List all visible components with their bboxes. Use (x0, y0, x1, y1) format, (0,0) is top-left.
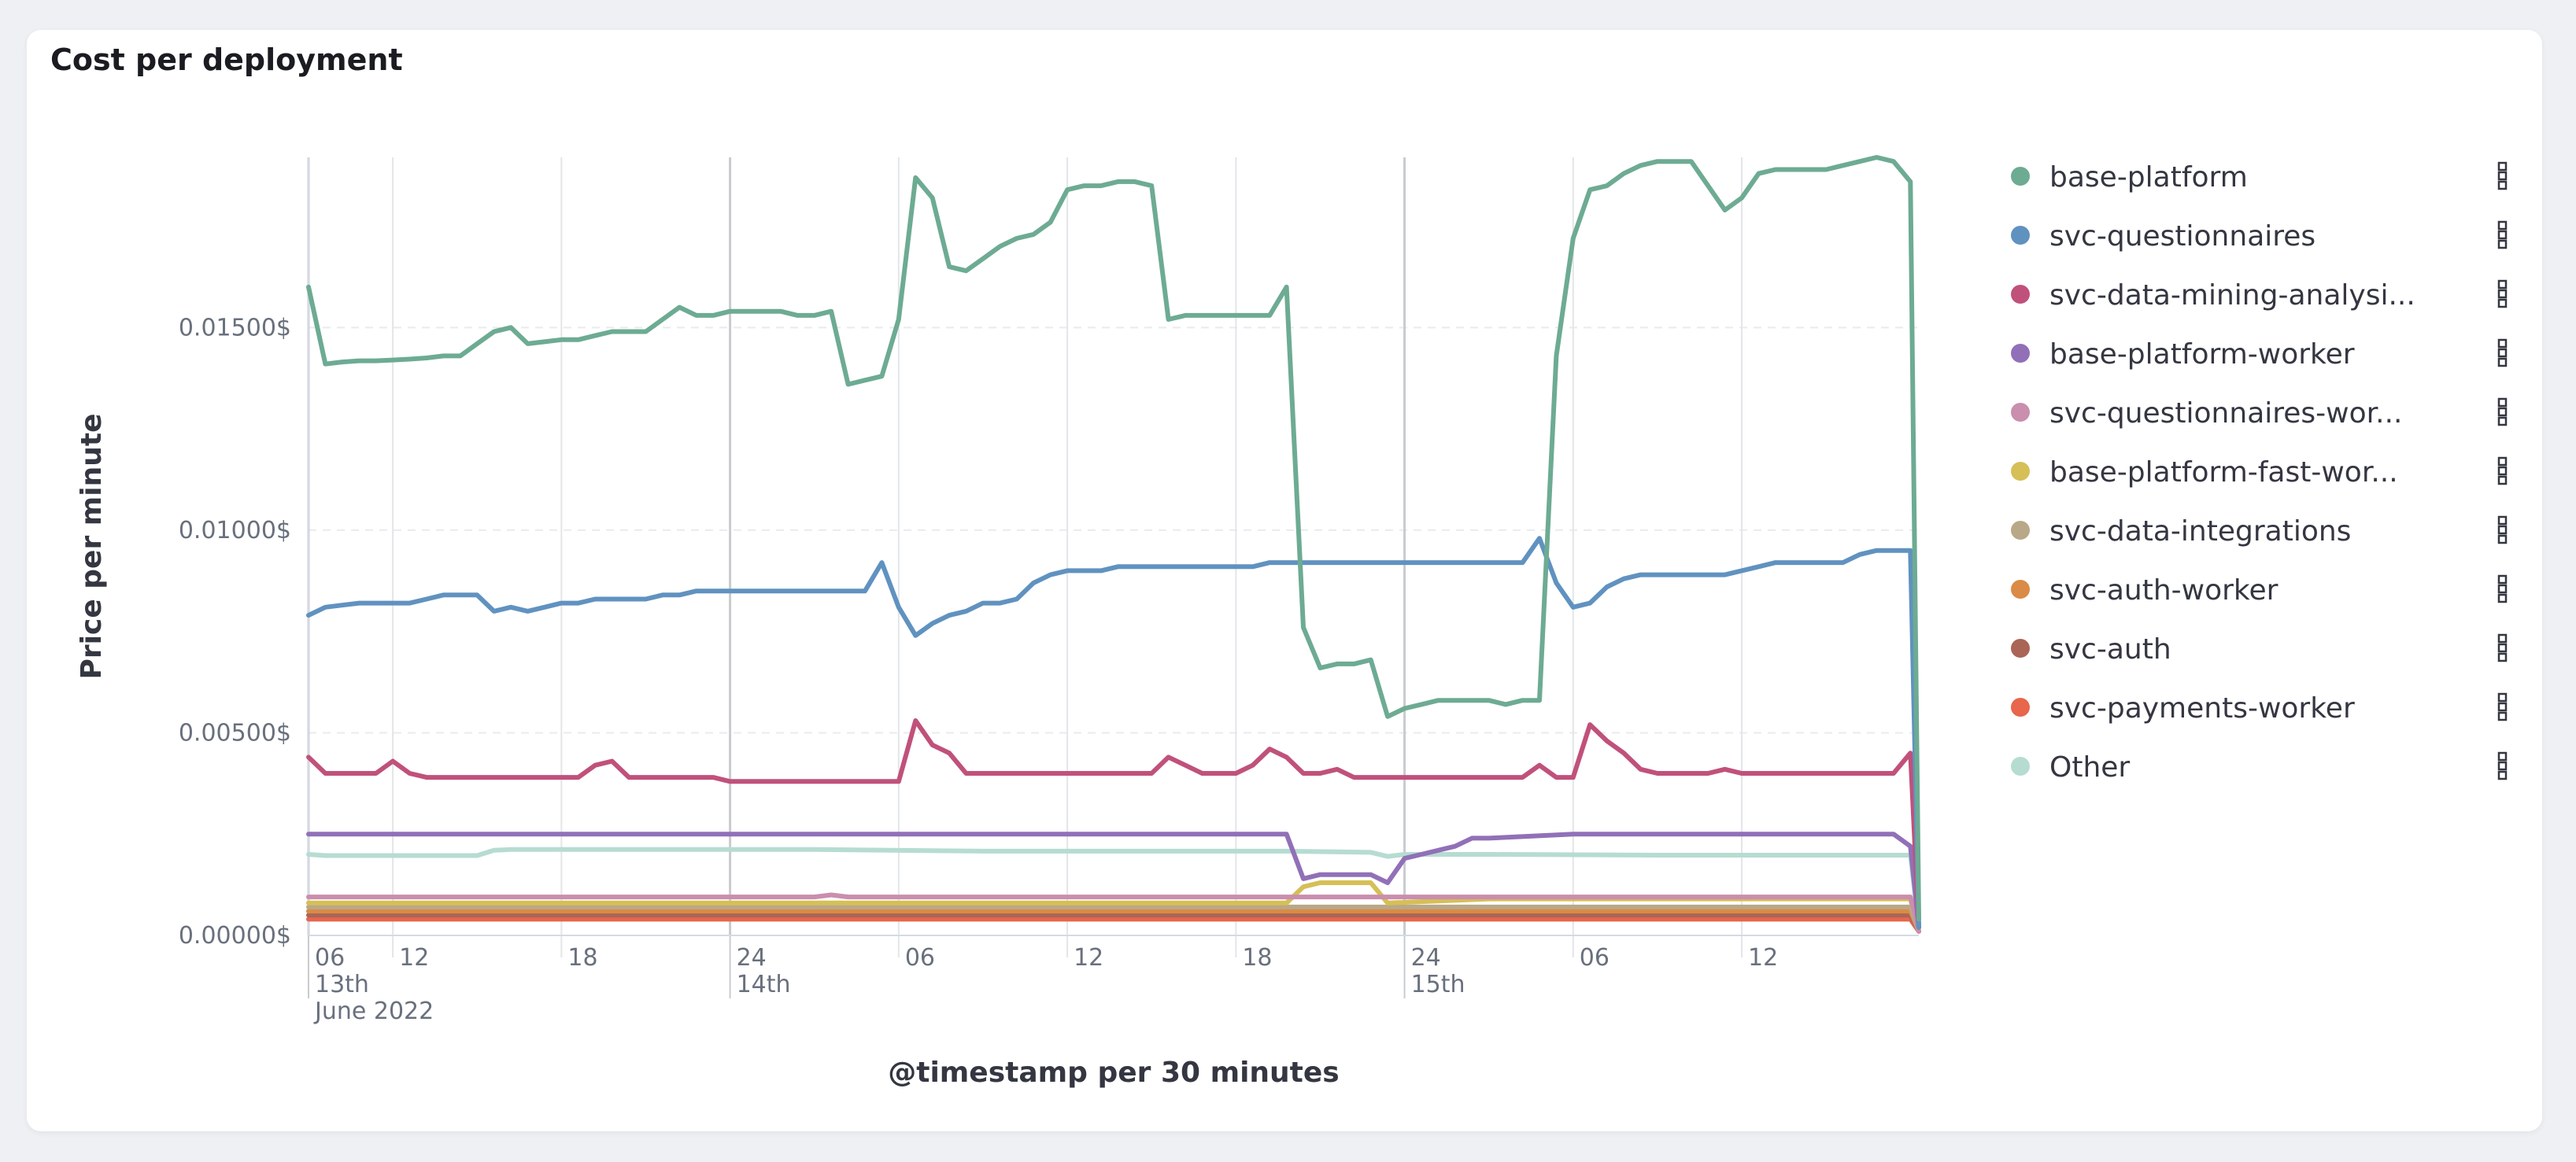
legend-label: Other (2049, 751, 2130, 784)
legend-label: svc-data-mining-analysi... (2049, 279, 2415, 312)
legend-label: svc-questionnaires (2049, 220, 2315, 253)
y-axis-title: Price per minute (76, 414, 108, 680)
legend-label: base-platform-fast-wor... (2049, 456, 2398, 489)
panel-title: Cost per deployment (50, 42, 403, 77)
legend-item[interactable]: base-platform-worker (2011, 338, 2508, 371)
legend-actions-icon[interactable] (2497, 692, 2508, 721)
x-tick-label: 12 (399, 944, 429, 972)
x-tick-label: 14th (737, 971, 791, 998)
x-axis-title: @timestamp per 30 minutes (888, 1057, 1340, 1089)
legend-actions-icon[interactable] (2497, 397, 2508, 426)
legend-actions-icon[interactable] (2497, 279, 2508, 308)
legend-actions-icon[interactable] (2497, 515, 2508, 544)
legend-label: base-platform-worker (2049, 338, 2355, 371)
legend: base-platform svc-questionnaires svc-data-… (2011, 161, 2508, 784)
legend-item[interactable]: svc-auth-worker (2011, 574, 2508, 607)
x-tick-label: 18 (1242, 944, 1272, 972)
chart-panel: Cost per deployment 0.00000$ 0.00500$ 0.01… (27, 30, 2542, 1131)
legend-swatch (2011, 639, 2030, 658)
x-tick-label: June 2022 (313, 998, 434, 1025)
series-layer (306, 155, 1921, 934)
grid-layer (307, 157, 1919, 936)
x-tick-label: 12 (1748, 944, 1778, 972)
legend-item[interactable]: base-platform (2011, 161, 2508, 194)
x-tick-label: 24 (1411, 944, 1441, 972)
legend-label: svc-data-integrations (2049, 515, 2351, 548)
series-line (306, 718, 1921, 930)
legend-actions-icon[interactable] (2497, 574, 2508, 603)
axes-layer: 0.00000$0.00500$0.01000$0.01500$0613thJu… (76, 157, 1919, 1089)
legend-swatch (2011, 285, 2030, 304)
legend-swatch (2011, 580, 2030, 599)
legend-item[interactable]: svc-payments-worker (2011, 692, 2508, 725)
legend-actions-icon[interactable] (2497, 456, 2508, 485)
legend-label: svc-auth (2049, 633, 2171, 666)
legend-actions-icon[interactable] (2497, 633, 2508, 662)
legend-actions-icon[interactable] (2497, 220, 2508, 249)
series-line (306, 155, 1921, 922)
x-tick-label: 18 (567, 944, 597, 972)
legend-swatch (2011, 757, 2030, 776)
x-tick-label: 06 (1580, 944, 1610, 972)
series-line (306, 892, 1921, 934)
legend-item[interactable]: svc-auth (2011, 633, 2508, 666)
x-tick-label: 15th (1411, 971, 1465, 998)
legend-actions-icon[interactable] (2497, 751, 2508, 780)
y-tick-label: 0.00500$ (179, 719, 291, 747)
legend-label: svc-auth-worker (2049, 574, 2278, 607)
legend-actions-icon[interactable] (2497, 161, 2508, 190)
legend-swatch (2011, 698, 2030, 717)
legend-swatch (2011, 344, 2030, 363)
x-tick-label: 13th (315, 971, 369, 998)
legend-label: svc-questionnaires-wor... (2049, 397, 2402, 430)
y-tick-label: 0.00000$ (179, 922, 291, 950)
legend-item[interactable]: svc-data-integrations (2011, 515, 2508, 548)
x-tick-label: 12 (1074, 944, 1103, 972)
line-chart: 0.00000$0.00500$0.01000$0.01500$0613thJu… (76, 155, 2508, 1089)
x-tick-label: 06 (315, 944, 345, 972)
y-tick-label: 0.01000$ (179, 517, 291, 544)
x-tick-label: 06 (905, 944, 935, 972)
legend-label: base-platform (2049, 161, 2248, 194)
legend-item[interactable]: svc-questionnaires-wor... (2011, 397, 2508, 430)
series-line (306, 847, 1921, 930)
legend-swatch (2011, 226, 2030, 245)
legend-item[interactable]: svc-data-mining-analysi... (2011, 279, 2508, 312)
legend-label: svc-payments-worker (2049, 692, 2355, 725)
legend-swatch (2011, 521, 2030, 540)
legend-item[interactable]: base-platform-fast-wor... (2011, 456, 2508, 489)
legend-swatch (2011, 167, 2030, 186)
series-line (306, 917, 1921, 934)
x-tick-label: 24 (737, 944, 767, 972)
series-line (306, 832, 1921, 930)
legend-item[interactable]: svc-questionnaires (2011, 220, 2508, 253)
legend-item[interactable]: Other (2011, 751, 2508, 784)
series-line (306, 536, 1921, 930)
legend-actions-icon[interactable] (2497, 338, 2508, 367)
y-tick-label: 0.01500$ (179, 314, 291, 341)
legend-swatch (2011, 403, 2030, 422)
legend-swatch (2011, 462, 2030, 481)
